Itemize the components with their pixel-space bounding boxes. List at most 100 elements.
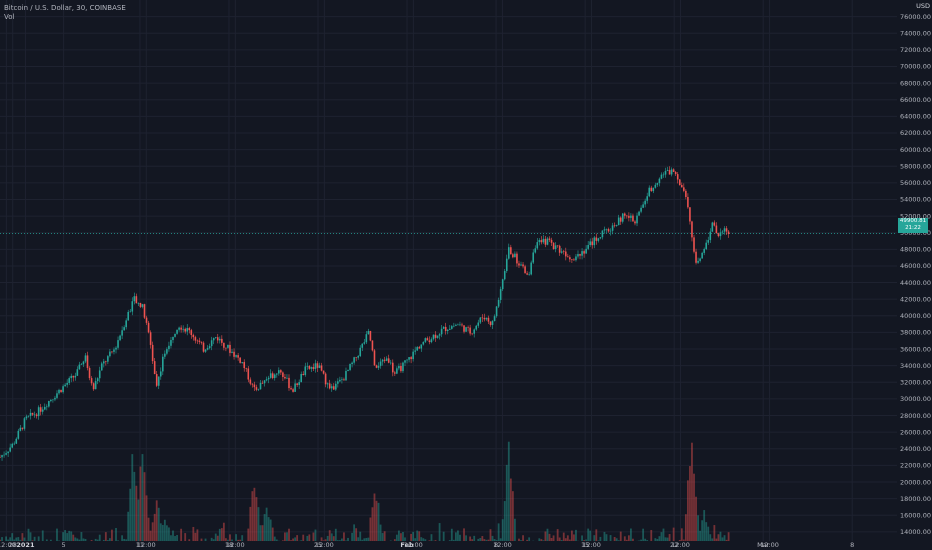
candle-body	[84, 355, 87, 362]
currency-label[interactable]: USD	[916, 2, 930, 10]
volume-bar	[658, 536, 661, 541]
volume-bar	[308, 534, 311, 541]
x-tick-label: 8	[494, 541, 498, 549]
candle-body	[683, 187, 685, 191]
candle-body	[164, 353, 166, 357]
candle-body	[141, 304, 144, 307]
volume-bar	[544, 531, 547, 541]
y-tick-label: 26000.00	[900, 428, 931, 436]
volume-bar	[666, 537, 669, 541]
volume-bar	[548, 533, 551, 541]
candle-body	[499, 289, 502, 300]
volume-bar	[204, 538, 207, 541]
volume-bar	[428, 540, 431, 541]
candle-body	[455, 324, 457, 326]
y-tick-label: 20000.00	[900, 478, 931, 486]
volume-bar	[654, 538, 657, 541]
candle-body	[7, 451, 9, 454]
candle-body	[328, 383, 331, 389]
volume-bar	[312, 532, 315, 541]
candle-body	[607, 229, 610, 232]
candle-body	[109, 351, 111, 357]
candle-body	[621, 213, 624, 222]
candle-body	[216, 337, 219, 341]
volume-bar	[7, 539, 10, 541]
volume-bar	[115, 528, 117, 541]
volume-label[interactable]: Vol	[4, 13, 15, 21]
volume-bar	[424, 539, 427, 541]
volume-bar	[275, 539, 278, 541]
volume-bar	[465, 535, 467, 541]
candle-body	[98, 370, 101, 379]
candle-body	[711, 222, 714, 232]
candle-body	[302, 374, 305, 375]
candle-body	[385, 358, 388, 361]
volume-bar	[322, 540, 325, 541]
candle-body	[469, 327, 471, 334]
volume-bar	[375, 500, 378, 541]
candle-body	[693, 237, 695, 252]
candle-body	[564, 251, 567, 257]
y-tick-label: 72000.00	[900, 46, 931, 54]
candle-body	[406, 359, 408, 361]
volume-bar	[717, 534, 720, 541]
volume-bar	[334, 528, 337, 541]
candle-body	[312, 367, 315, 369]
candle-body	[21, 427, 24, 429]
volume-bar	[19, 539, 22, 541]
candle-body	[113, 349, 115, 352]
candle-body	[86, 355, 89, 368]
candle-body	[162, 356, 164, 372]
candle-body	[78, 364, 81, 370]
candle-body	[143, 304, 146, 318]
volume-bar	[570, 530, 573, 541]
candle-body	[715, 225, 718, 234]
candle-body	[652, 187, 655, 192]
volume-bar	[689, 466, 691, 541]
candle-body	[699, 258, 701, 261]
candle-body	[153, 361, 156, 375]
volume-bar	[200, 538, 203, 541]
volume-bar	[371, 507, 374, 541]
y-tick-label: 66000.00	[900, 96, 931, 104]
candle-body	[54, 397, 56, 400]
candle-body	[534, 248, 537, 253]
candle-body	[530, 262, 532, 275]
volume-bar	[585, 539, 588, 541]
volume-bar	[715, 538, 718, 541]
volume-bar	[90, 540, 93, 541]
y-tick-label: 28000.00	[900, 412, 931, 420]
candle-body	[255, 387, 258, 390]
volume-bar	[296, 535, 299, 541]
candle-body	[697, 260, 699, 263]
candle-body	[25, 416, 28, 419]
candle-body	[501, 279, 504, 290]
volume-bar	[454, 532, 457, 541]
candle-body	[212, 338, 215, 341]
time-axis[interactable]: 12:0028202151112:001812:002512:00Feb12:0…	[0, 541, 854, 549]
candle-body	[322, 370, 325, 374]
candle-body	[88, 367, 91, 379]
volume-bar	[255, 497, 258, 541]
volume-bar	[701, 520, 704, 541]
candle-body	[424, 338, 427, 342]
candle-body	[687, 196, 689, 208]
candle-body	[247, 368, 250, 380]
volume-bar	[682, 539, 685, 541]
volume-bar	[477, 538, 480, 541]
price-axis[interactable]: 14000.00 16000.00 18000.00 20000.00 22000.00…	[900, 13, 931, 536]
candle-body	[231, 351, 233, 353]
volume-bar	[568, 539, 571, 541]
y-tick-label: 22000.00	[900, 462, 931, 470]
symbol-title[interactable]: Bitcoin / U.S. Dollar, 30, COINBASE	[4, 4, 126, 12]
candle-body	[263, 380, 266, 384]
y-tick-label: 14000.00	[900, 528, 931, 536]
candle-body	[316, 363, 319, 368]
volume-bar	[336, 540, 339, 541]
volume-bar	[640, 539, 642, 541]
candle-body	[11, 443, 14, 448]
candle-body	[133, 296, 136, 302]
volume-bar	[684, 514, 687, 541]
y-tick-label: 40000.00	[900, 312, 931, 320]
